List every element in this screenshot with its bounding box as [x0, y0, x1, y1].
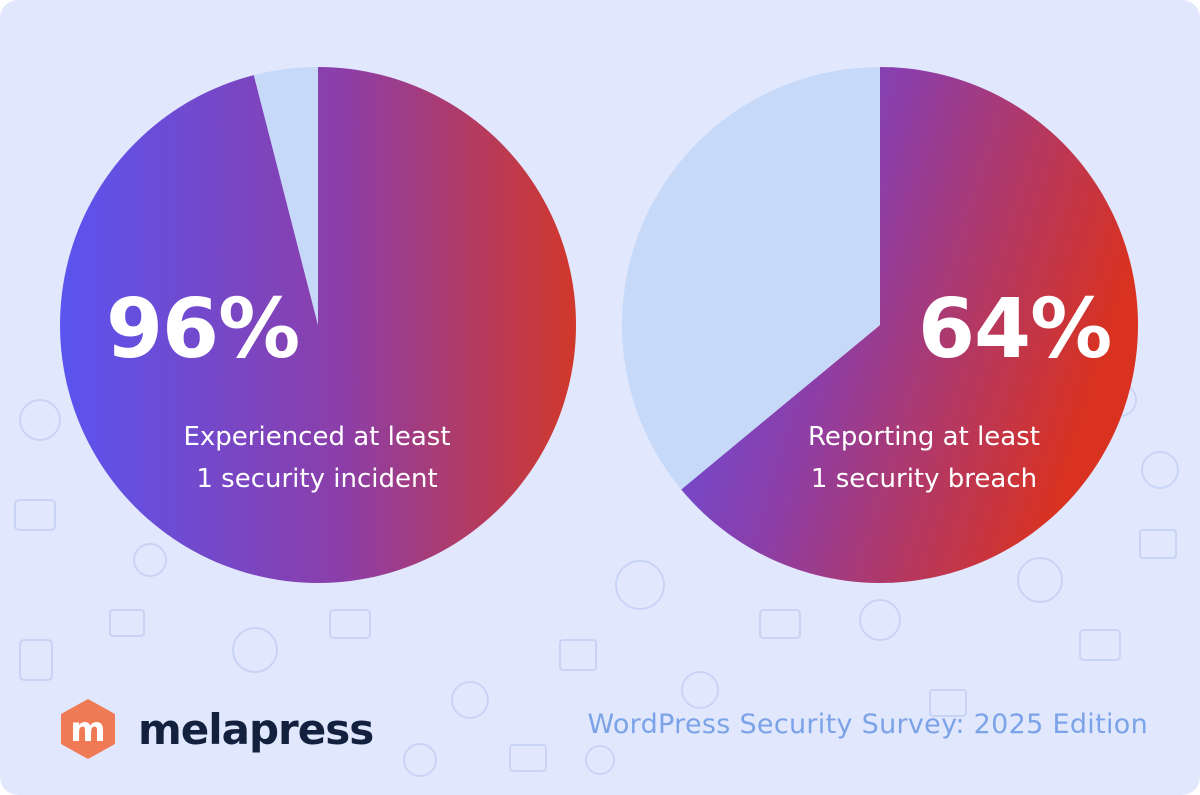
caption-breach-line-1: Reporting at least — [808, 422, 1040, 452]
pie-chart-breach — [621, 67, 1138, 583]
value-label-incident: 96% — [106, 282, 300, 377]
caption-incident-line-1: Experienced at least — [183, 422, 451, 452]
brand-name: melapress — [138, 704, 374, 754]
caption-breach: Reporting at least 1 security breach — [754, 416, 1094, 500]
caption-breach-line-2: 1 security breach — [810, 464, 1038, 494]
melapress-logo[interactable]: m melapress — [56, 697, 374, 761]
logo-letter: m — [70, 710, 105, 750]
caption-incident-line-2: 1 security incident — [196, 464, 438, 494]
value-label-breach: 64% — [918, 282, 1112, 377]
pie-slice-incident-value — [60, 67, 577, 583]
pie-slice-incident-remainder — [253, 67, 318, 325]
logo-hexagon-icon: m — [61, 699, 115, 759]
pie-slice-breach-remainder — [621, 67, 880, 490]
pie-chart-incident — [60, 67, 577, 583]
pie-slice-breach-value — [681, 67, 1138, 583]
survey-edition-title: WordPress Security Survey: 2025 Edition — [587, 709, 1148, 740]
caption-incident: Experienced at least 1 security incident — [147, 416, 487, 500]
